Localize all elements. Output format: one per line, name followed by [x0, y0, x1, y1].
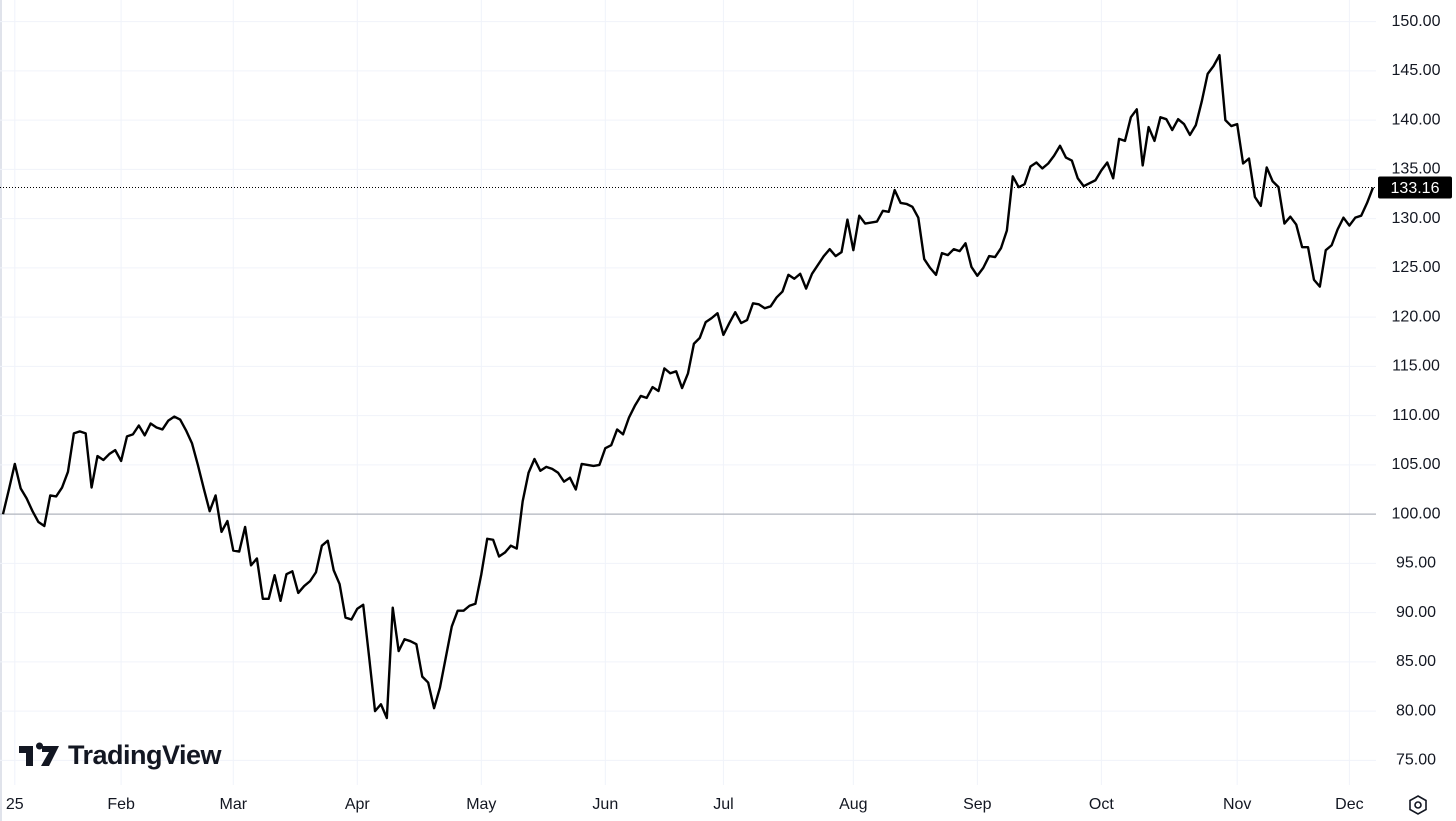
plot	[0, 53, 1376, 720]
x-tick-label: Apr	[345, 796, 371, 813]
x-tick-label: Nov	[1223, 796, 1251, 813]
x-tick-label: Jul	[713, 796, 733, 813]
settings-button[interactable]	[1409, 795, 1427, 815]
y-tick-label: 90.00	[1396, 604, 1436, 621]
y-tick-label: 85.00	[1396, 653, 1436, 670]
x-tick-label: Oct	[1089, 796, 1114, 813]
y-tick-label: 125.00	[1392, 259, 1441, 276]
x-tick-label: Aug	[839, 796, 867, 813]
x-tick-label: Sep	[963, 796, 992, 813]
y-tick-label: 120.00	[1392, 308, 1441, 325]
x-tick-label: 25	[6, 796, 24, 813]
x-tick-label: Jun	[592, 796, 618, 813]
y-tick-label: 105.00	[1392, 456, 1441, 473]
gear-icon[interactable]	[1409, 795, 1427, 815]
logo: TradingView	[19, 740, 223, 770]
watermark: TradingView	[68, 740, 223, 770]
last-price-label: 133.16	[1391, 180, 1440, 197]
y-tick-label: 80.00	[1396, 702, 1436, 719]
y-tick-label: 145.00	[1392, 62, 1441, 79]
gear-center[interactable]	[1414, 801, 1422, 809]
x-tick-label: Mar	[220, 796, 248, 813]
last-price-box	[1378, 176, 1452, 199]
y-tick-label: 135.00	[1392, 161, 1441, 178]
y-tick-label: 75.00	[1396, 752, 1436, 769]
y-tick-label: 130.00	[1392, 210, 1441, 227]
y-tick-label: 95.00	[1396, 555, 1436, 572]
y-tick-label: 115.00	[1392, 358, 1440, 375]
y-tick-label: 100.00	[1392, 505, 1441, 522]
x-tick-label: May	[466, 796, 496, 813]
left-border	[0, 0, 2, 821]
logo-icon	[19, 742, 59, 766]
x-tick-label: Dec	[1335, 796, 1363, 813]
x-tick-label: Feb	[107, 796, 135, 813]
y-tick-label: 150.00	[1392, 13, 1441, 30]
grid	[0, 0, 1376, 785]
y-tick-label: 140.00	[1392, 111, 1441, 128]
price-line	[1, 53, 1375, 720]
y-tick-label: 110.00	[1392, 407, 1440, 424]
